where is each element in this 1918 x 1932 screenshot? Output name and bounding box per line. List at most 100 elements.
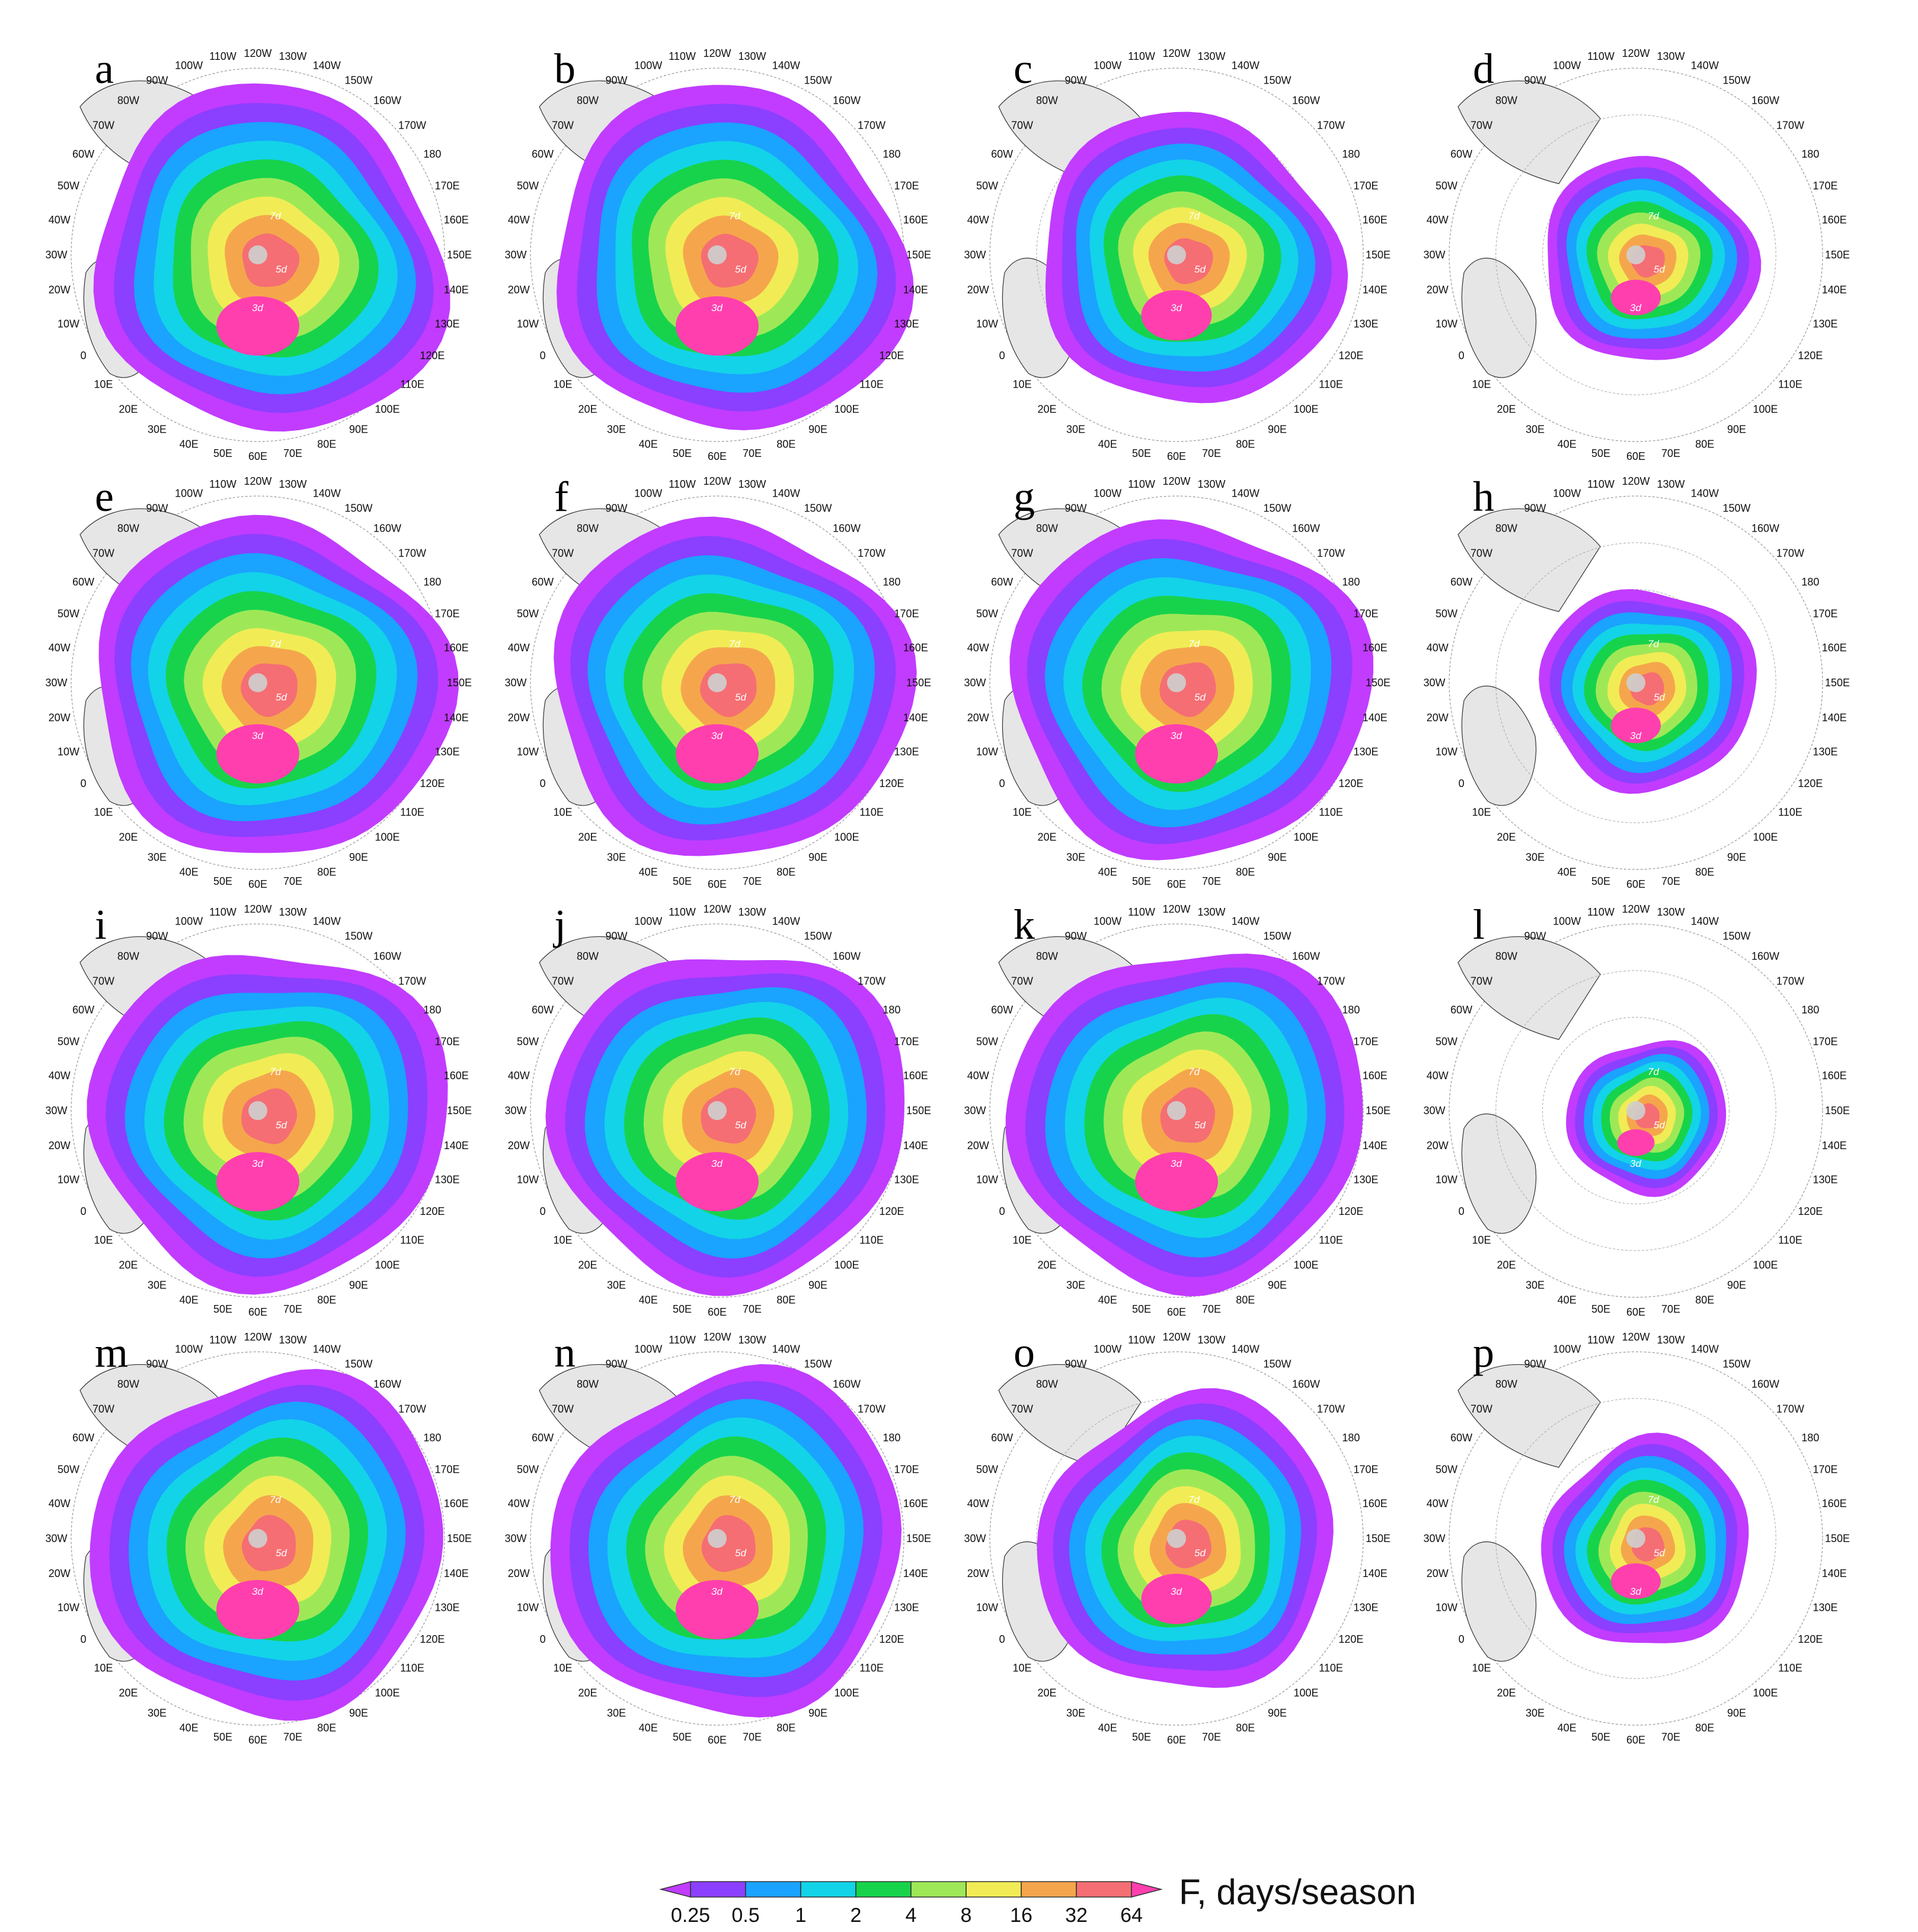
hotspot-region <box>216 724 299 783</box>
map-panel-o: 7d 5d 3d 120W 130W 140W 150W 160W 170W 180 170E 160… <box>936 1301 1399 1746</box>
colorbar-tick-label: 2 <box>851 1904 862 1927</box>
longitude-label: 140W <box>1232 60 1260 72</box>
longitude-label: 150W <box>1263 503 1291 514</box>
longitude-label: 100E <box>1753 404 1778 415</box>
longitude-label: 150E <box>1366 677 1390 689</box>
isoline-label: 3d <box>252 302 263 314</box>
longitude-label: 40W <box>508 1498 530 1509</box>
longitude-label: 120E <box>420 1633 445 1645</box>
longitude-label: 180 <box>883 1004 900 1016</box>
panel-letter: e <box>95 473 114 520</box>
isoline-label: 5d <box>735 264 746 275</box>
longitude-label: 110E <box>1778 1662 1802 1674</box>
longitude-label: 160W <box>373 95 401 107</box>
longitude-label: 30E <box>1066 1707 1085 1719</box>
hotspot-region <box>1611 1563 1661 1599</box>
longitude-label: 100E <box>1753 831 1778 843</box>
longitude-label: 90E <box>808 1707 827 1719</box>
isoline-label: 3d <box>252 730 263 741</box>
longitude-labels: 120W 130W140W150W160W170W180170E160E150E1… <box>1423 903 1850 1318</box>
longitude-label: 180 <box>1342 148 1360 160</box>
longitude-label: 70W <box>552 120 574 132</box>
longitude-label: 50E <box>673 447 692 459</box>
longitude-label: 100E <box>375 404 399 415</box>
longitude-label: 20W <box>508 1140 530 1151</box>
isoline-label: 7d <box>1188 210 1200 222</box>
hotspot-region <box>216 296 299 356</box>
panel-letter: o <box>1014 1329 1035 1376</box>
longitude-label: 100E <box>1293 404 1318 415</box>
land-shape <box>1457 508 1601 612</box>
longitude-label: 180 <box>1342 1432 1360 1444</box>
longitude-label: 40W <box>1427 1070 1449 1082</box>
longitude-label: 10W <box>976 1173 998 1185</box>
longitude-label: 120E <box>420 778 445 789</box>
longitude-label: 110E <box>1778 379 1802 391</box>
longitude-label: 70W <box>1471 548 1492 559</box>
pole-marker <box>1167 245 1186 264</box>
isoline-label: 7d <box>1188 638 1200 650</box>
longitude-label: 90W <box>1065 503 1086 514</box>
longitude-label: 60W <box>1450 148 1472 160</box>
longitude-label: 70W <box>552 1403 574 1415</box>
longitude-label: 40E <box>639 1294 658 1306</box>
pole-marker <box>708 1529 727 1548</box>
longitude-label: 150W <box>804 930 832 942</box>
hotspot-region <box>676 724 759 783</box>
longitude-label: 30W <box>504 1533 526 1544</box>
latitude-circle <box>1495 542 1776 823</box>
longitude-label: 150E <box>1366 1105 1390 1117</box>
isoline-label: 5d <box>1194 1119 1206 1131</box>
longitude-label: 80E <box>1695 1722 1714 1734</box>
longitude-label: 100W <box>175 1344 203 1355</box>
longitude-label: 90W <box>146 503 168 514</box>
longitude-label: 140W <box>772 916 800 927</box>
hotspot-region <box>1135 1152 1218 1211</box>
longitude-label: 30E <box>1526 1707 1545 1719</box>
longitude-label: 0 <box>81 778 87 789</box>
longitude-label: 140W <box>1691 916 1719 927</box>
longitude-label: 150W <box>804 1358 832 1370</box>
longitude-label: 90E <box>808 423 827 435</box>
longitude-label: 120W <box>1622 47 1650 59</box>
longitude-label: 90W <box>1065 930 1086 942</box>
longitude-label: 30E <box>1526 851 1545 863</box>
longitude-label: 100E <box>834 831 859 843</box>
longitude-label: 100E <box>1293 1687 1318 1699</box>
longitude-label: 170W <box>398 120 426 132</box>
longitude-labels: 120W 130W140W150W160W170W180170E160E150E1… <box>45 1331 472 1746</box>
longitude-label: 170E <box>434 608 459 620</box>
longitude-label: 10W <box>1436 1173 1457 1185</box>
longitude-label: 170E <box>1812 608 1837 620</box>
panel-letter: a <box>95 45 114 92</box>
isoline-label: 3d <box>711 1586 723 1597</box>
longitude-label: 110E <box>400 807 424 818</box>
longitude-label: 100E <box>1753 1259 1778 1271</box>
longitude-label: 50W <box>57 1464 79 1476</box>
longitude-label: 110W <box>1587 478 1615 490</box>
longitude-label: 100W <box>1553 916 1581 927</box>
longitude-label: 140W <box>313 488 341 500</box>
longitude-label: 60E <box>248 1306 267 1318</box>
panel-letter: f <box>554 473 568 520</box>
longitude-label: 160W <box>1751 523 1779 535</box>
longitude-label: 20E <box>578 404 597 415</box>
isoline-label: 3d <box>711 730 723 741</box>
hotspot-region <box>216 1580 299 1639</box>
longitude-label: 30E <box>607 1279 626 1291</box>
longitude-label: 80E <box>1695 439 1714 450</box>
longitude-label: 140W <box>1232 488 1260 500</box>
longitude-label: 20W <box>967 1568 989 1579</box>
longitude-label: 50E <box>1591 875 1610 887</box>
longitude-label: 110W <box>209 1334 236 1346</box>
longitude-label: 10W <box>57 1173 79 1185</box>
hotspot-region <box>676 1152 759 1211</box>
longitude-label: 50E <box>1591 1731 1610 1743</box>
longitude-label: 160W <box>373 1378 401 1390</box>
longitude-label: 170W <box>1317 975 1345 987</box>
longitude-label: 40E <box>1558 866 1577 878</box>
longitude-label: 20E <box>578 1259 597 1271</box>
longitude-labels: 120W 130W140W150W160W170W180170E160E150E1… <box>504 475 931 890</box>
